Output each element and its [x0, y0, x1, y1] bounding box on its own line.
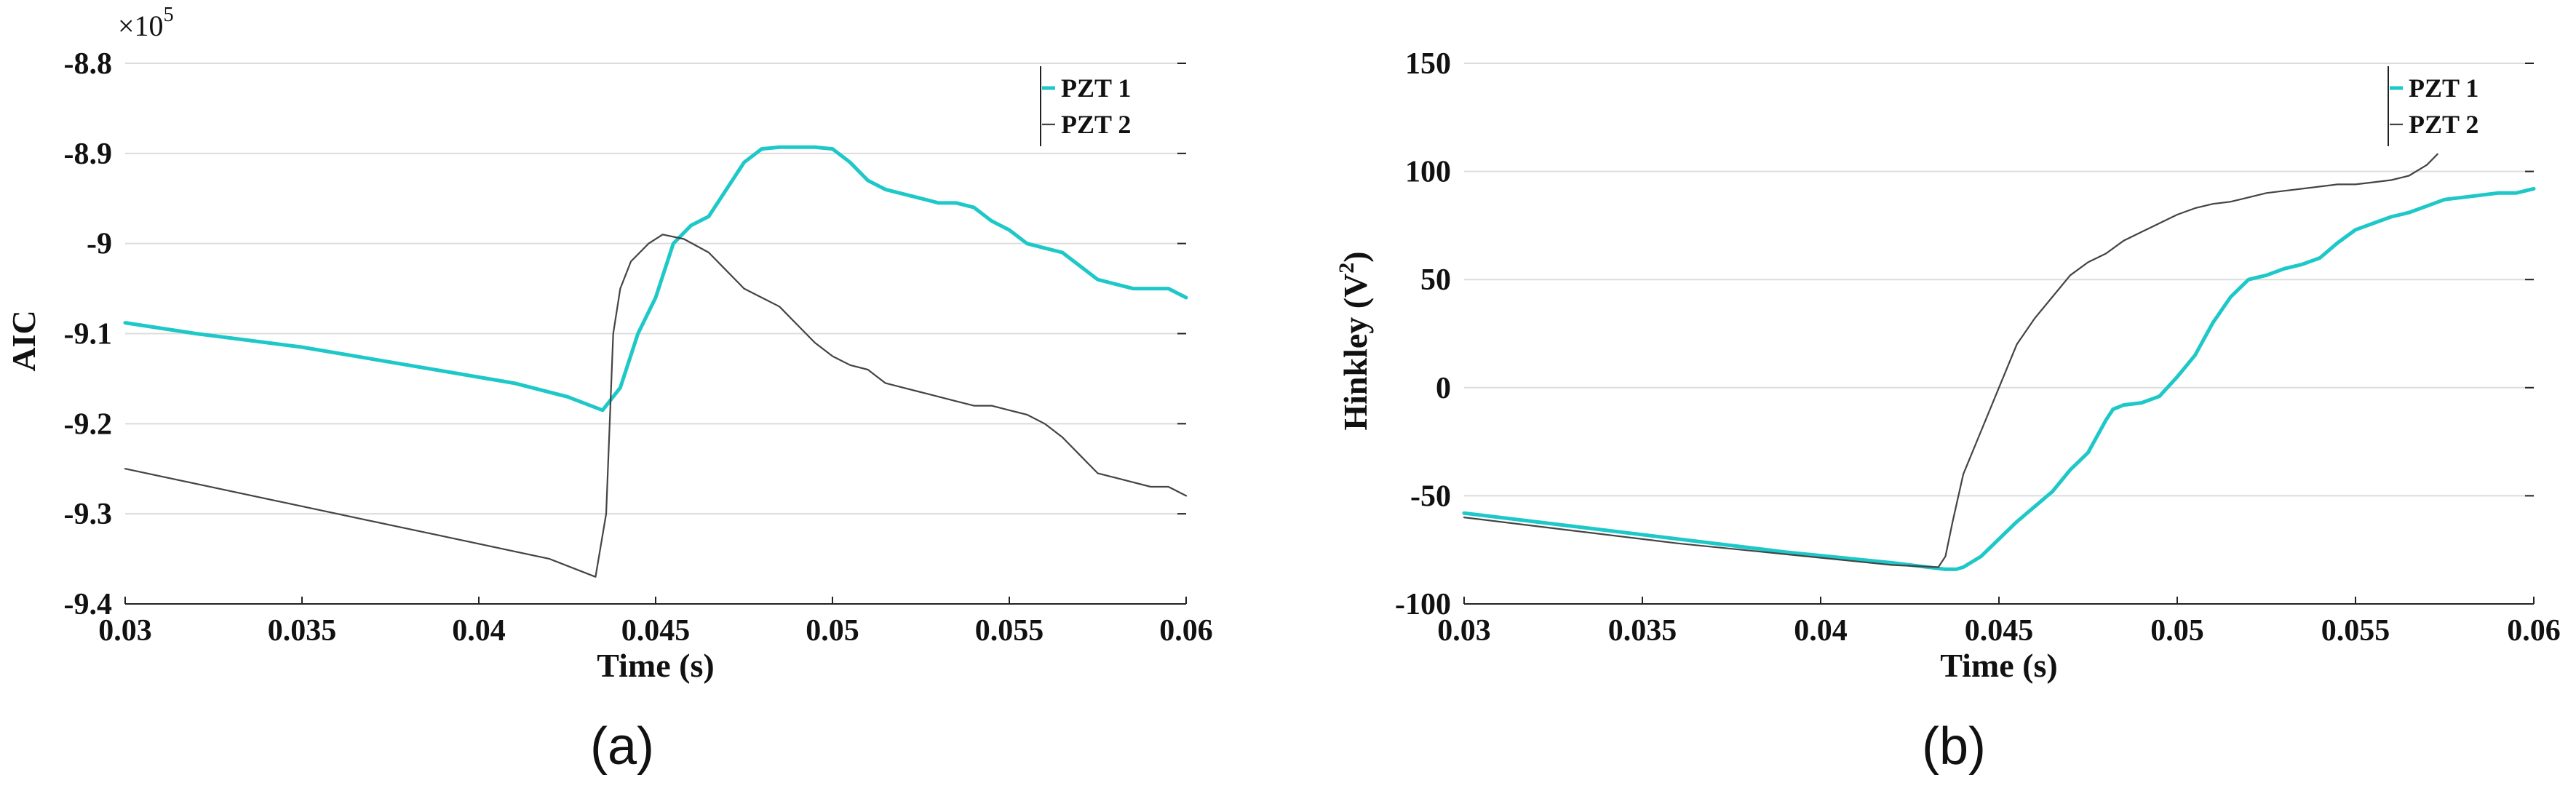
x-tick-label: 0.035 [1608, 614, 1677, 648]
y-tick-label: -8.8 [64, 47, 113, 81]
x-tick-label: 0.05 [2150, 614, 2204, 648]
x-tick-label: 0.06 [1159, 614, 1213, 648]
y-tick-label: 150 [1405, 47, 1451, 81]
x-tick-label: 0.03 [1437, 614, 1491, 648]
x-tick-label: 0.045 [1965, 614, 2034, 648]
panel-caption: (b) [1922, 717, 1986, 776]
y-tick-label: -100 [1395, 588, 1451, 621]
y-axis-title-main: Hinkley (V [1337, 274, 1374, 431]
y-axis-title-suffix: ) [1337, 251, 1374, 262]
x-tick-label: 0.045 [621, 614, 691, 648]
y-scale-exponent-label: ×105 [118, 4, 174, 42]
legend-label: PZT 1 [1061, 73, 1131, 103]
legend-box [2388, 66, 2531, 146]
y-tick-label: -9 [87, 228, 112, 261]
y-tick-label: -9.1 [64, 318, 113, 351]
series-line-pzt-2 [1463, 153, 2438, 568]
x-tick-label: 0.055 [975, 614, 1044, 648]
panel-b: -100 -50 0 50 100 150 0.03 0.035 0.04 0.045 0.05 0.… [1335, 47, 2561, 776]
legend-label: PZT 2 [1061, 110, 1131, 139]
x-tick-label: 0.04 [452, 614, 506, 648]
legend-box [1041, 66, 1183, 146]
y-tick-label: 100 [1405, 156, 1451, 189]
series-line-pzt-1 [123, 145, 1188, 413]
y-axis-title: AIC [5, 310, 42, 371]
y-axis-title-superscript: 2 [1335, 263, 1359, 274]
series-line-pzt-1 [1462, 186, 2536, 571]
y-tick-label: -9.4 [64, 588, 113, 621]
legend-label: PZT 1 [2409, 73, 2478, 103]
y-tick-label: 0 [1436, 372, 1451, 405]
y-axis-title: Hinkley (V2) [1335, 251, 1374, 430]
x-axis-title: Time (s) [1940, 647, 2057, 684]
x-tick-label: 0.055 [2321, 614, 2390, 648]
panel-a: -9.4 -9.3 -9.2 -9.1 -9 -8.9 -8.8 0.03 0.035 0.04 0… [5, 4, 1213, 776]
series-line-pzt-2 [124, 234, 1188, 578]
x-tick-label: 0.03 [98, 614, 152, 648]
y-tick-label: -9.2 [64, 407, 113, 441]
y-scale-exponent-prefix: ×10 [118, 9, 164, 42]
y-tick-label: -50 [1410, 479, 1451, 513]
y-scale-exponent: 5 [164, 4, 174, 26]
x-axis-title: Time (s) [597, 647, 714, 684]
legend-label: PZT 2 [2409, 110, 2478, 139]
y-tick-label: 50 [1420, 263, 1451, 297]
x-tick-label: 0.05 [806, 614, 859, 648]
y-tick-label: -9.3 [64, 498, 113, 531]
y-tick-label: -8.9 [64, 138, 113, 171]
panel-caption: (a) [590, 717, 654, 776]
x-tick-label: 0.04 [1794, 614, 1848, 648]
x-tick-label: 0.06 [2507, 614, 2561, 648]
x-tick-label: 0.035 [268, 614, 337, 648]
